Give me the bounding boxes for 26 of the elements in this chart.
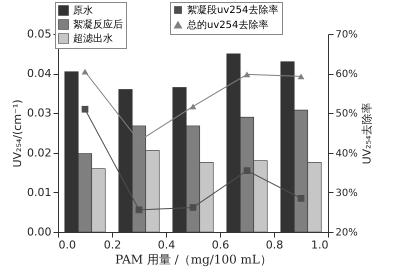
y2-tick-label: 70% xyxy=(336,30,358,40)
y-tick-label: 0.02 xyxy=(27,146,52,160)
legend-label: 絮凝反应后 xyxy=(73,18,123,30)
y2-tick-label: 30% xyxy=(336,188,358,199)
y-tick-label: 0.04 xyxy=(27,67,52,80)
x-tick-label: 0.6 xyxy=(212,238,230,252)
x-tick-label: 0.2 xyxy=(104,238,122,252)
y2-tick-label: 60% xyxy=(336,69,358,80)
x-tick-label: 1.0 xyxy=(311,238,328,252)
y2-axis-title: UV₂₅₄去除率 xyxy=(360,102,374,164)
legend-label: 原水 xyxy=(73,4,93,16)
legend-label: 絮凝段uv254去除率 xyxy=(187,4,278,16)
x-axis-title: PAM 用量 /（mg/100 mL） xyxy=(115,252,272,266)
legend-label: 超滤出水 xyxy=(73,32,113,44)
y2-tick-label: 40% xyxy=(336,148,358,160)
x-tick-label: 0.8 xyxy=(266,238,284,252)
y-tick-label: 0.05 xyxy=(27,28,52,40)
x-tick-label: 0.4 xyxy=(158,238,176,252)
y-tick-label: 0.03 xyxy=(27,106,52,120)
y-axis-title: UV₂₅₄/(cm⁻¹) xyxy=(11,99,24,168)
y-tick-label: 0.00 xyxy=(27,226,52,238)
y2-tick-label: 20% xyxy=(336,228,358,238)
y2-tick-label: 50% xyxy=(336,108,358,120)
legend-label: 总的uv254去除率 xyxy=(186,19,268,31)
x-tick-label: 0.0 xyxy=(58,238,76,252)
y-tick-label: 0.01 xyxy=(27,186,52,199)
